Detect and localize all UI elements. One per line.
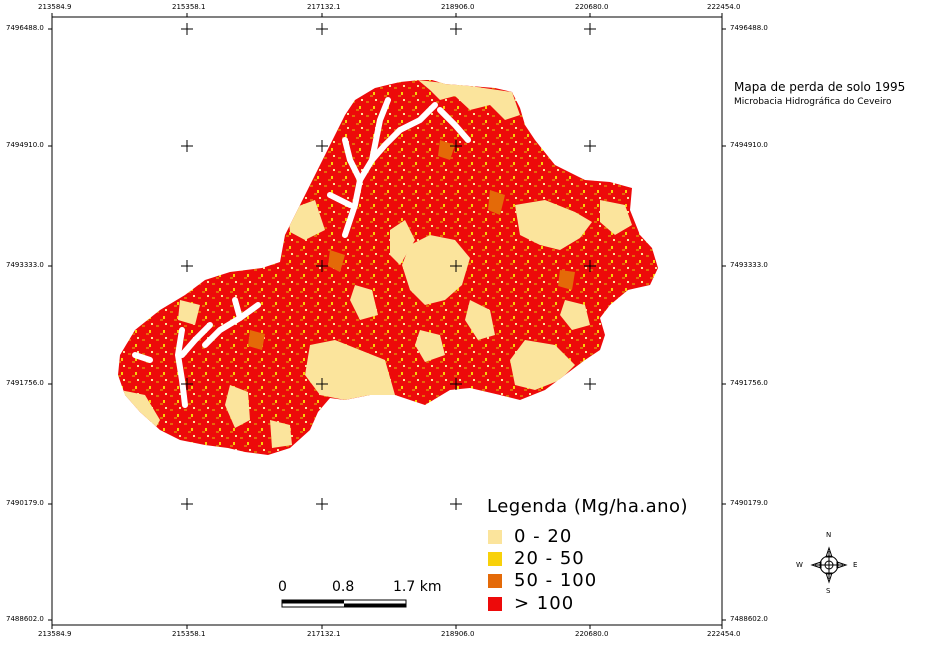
map-subtitle: Microbacia Hidrográfica do Ceveiro bbox=[734, 97, 892, 107]
y-tick-right-5: 7488602.0 bbox=[730, 615, 768, 623]
legend-title: Legenda (Mg/ha.ano) bbox=[487, 496, 689, 517]
legend-swatch bbox=[488, 552, 502, 566]
y-tick-left-3: 7491756.0 bbox=[6, 379, 44, 387]
north-arrow-icon bbox=[810, 546, 848, 584]
y-tick-right-1: 7494910.0 bbox=[730, 141, 768, 149]
compass-w: W bbox=[796, 561, 803, 569]
legend-swatch bbox=[488, 574, 502, 588]
y-tick-left-1: 7494910.0 bbox=[6, 141, 44, 149]
map-title: Mapa de perda de solo 1995 bbox=[734, 80, 906, 94]
compass-e: E bbox=[853, 561, 858, 569]
x-tick-bottom-5: 222454.0 bbox=[707, 630, 741, 638]
x-tick-top-5: 222454.0 bbox=[707, 3, 741, 11]
scale-bar bbox=[281, 599, 407, 608]
x-tick-top-3: 218906.0 bbox=[441, 3, 475, 11]
y-tick-right-2: 7493333.0 bbox=[730, 261, 768, 269]
grid-crosses bbox=[181, 23, 596, 510]
y-tick-left-4: 7490179.0 bbox=[6, 499, 44, 507]
compass-s: S bbox=[826, 587, 831, 595]
legend-label: 20 - 50 bbox=[514, 548, 585, 569]
x-tick-top-0: 213584.9 bbox=[38, 3, 72, 11]
x-tick-top-2: 217132.1 bbox=[307, 3, 341, 11]
y-tick-left-2: 7493333.0 bbox=[6, 261, 44, 269]
x-tick-bottom-2: 217132.1 bbox=[307, 630, 341, 638]
legend-label: 0 - 20 bbox=[514, 526, 573, 547]
legend-label: > 100 bbox=[514, 593, 575, 614]
compass-n: N bbox=[826, 531, 832, 539]
legend-swatch bbox=[488, 530, 502, 544]
x-tick-bottom-3: 218906.0 bbox=[441, 630, 475, 638]
scale-label-mid: 0.8 bbox=[332, 579, 355, 595]
y-tick-right-0: 7496488.0 bbox=[730, 24, 768, 32]
y-tick-left-5: 7488602.0 bbox=[6, 615, 44, 623]
legend-label: 50 - 100 bbox=[514, 570, 598, 591]
y-tick-right-4: 7490179.0 bbox=[730, 499, 768, 507]
x-tick-top-1: 215358.1 bbox=[172, 3, 206, 11]
scale-label-0: 0 bbox=[278, 579, 287, 595]
x-tick-bottom-4: 220680.0 bbox=[575, 630, 609, 638]
x-tick-bottom-0: 213584.9 bbox=[38, 630, 72, 638]
x-tick-bottom-1: 215358.1 bbox=[172, 630, 206, 638]
x-tick-top-4: 220680.0 bbox=[575, 3, 609, 11]
y-tick-right-3: 7491756.0 bbox=[730, 379, 768, 387]
y-tick-left-0: 7496488.0 bbox=[6, 24, 44, 32]
legend-swatch bbox=[488, 597, 502, 611]
scale-label-end: 1.7 km bbox=[393, 579, 442, 595]
